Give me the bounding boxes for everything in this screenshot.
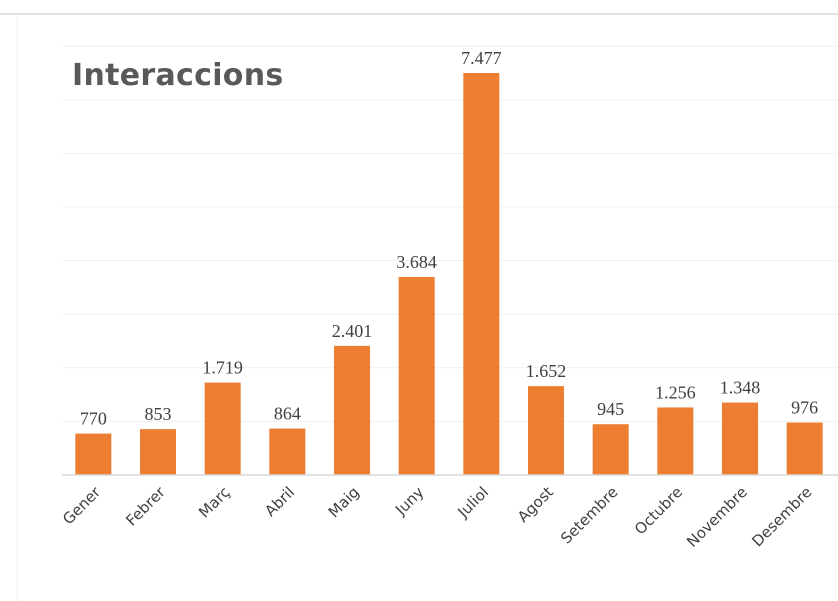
category-label: Març bbox=[195, 483, 233, 521]
category-label: Juliol bbox=[454, 483, 493, 522]
category-label: Agost bbox=[514, 483, 557, 526]
category-label: Setembre bbox=[557, 483, 621, 547]
bar-setembre bbox=[592, 424, 629, 475]
data-label: 2.401 bbox=[332, 321, 373, 341]
category-label: Maig bbox=[325, 483, 363, 521]
bar-desembre bbox=[786, 422, 823, 475]
value-labels-group: 770 853 1.719 864 2.401 3.684 7.477 1.652 945 1.2… bbox=[80, 48, 818, 429]
category-label: Juny bbox=[391, 483, 427, 519]
gridlines bbox=[62, 45, 838, 422]
data-label: 853 bbox=[145, 404, 172, 424]
bar-juny bbox=[398, 276, 435, 475]
bar-febrer bbox=[140, 429, 176, 475]
bar-març bbox=[204, 382, 241, 475]
data-label: 770 bbox=[80, 409, 107, 429]
data-label: 1.652 bbox=[526, 361, 567, 381]
bar-agost bbox=[528, 386, 564, 475]
category-label: Gener bbox=[59, 483, 105, 529]
category-label: Novembre bbox=[683, 483, 751, 551]
data-label: 864 bbox=[274, 404, 301, 424]
bar-juliol bbox=[463, 73, 500, 475]
bar-maig bbox=[334, 345, 370, 475]
data-label: 7.477 bbox=[461, 48, 502, 68]
data-label: 1.256 bbox=[655, 382, 696, 402]
bar-octubre bbox=[657, 407, 694, 475]
category-label: Desembre bbox=[748, 483, 815, 550]
data-label: 976 bbox=[791, 398, 818, 418]
bar-gener bbox=[75, 433, 112, 475]
bars-group bbox=[75, 73, 823, 475]
chart-title: Interaccions bbox=[72, 58, 284, 93]
category-label: Febrer bbox=[122, 483, 169, 530]
category-label: Abril bbox=[261, 483, 298, 520]
data-label: 1.719 bbox=[202, 358, 243, 378]
data-label: 945 bbox=[597, 399, 624, 419]
category-labels-group: Gener Febrer Març Abril Maig Juny Juliol Agost S… bbox=[59, 483, 815, 551]
bar-novembre bbox=[722, 402, 758, 475]
data-label: 3.684 bbox=[396, 252, 437, 272]
category-label: Octubre bbox=[631, 483, 686, 538]
bar-abril bbox=[269, 428, 306, 475]
data-label: 1.348 bbox=[720, 378, 761, 398]
